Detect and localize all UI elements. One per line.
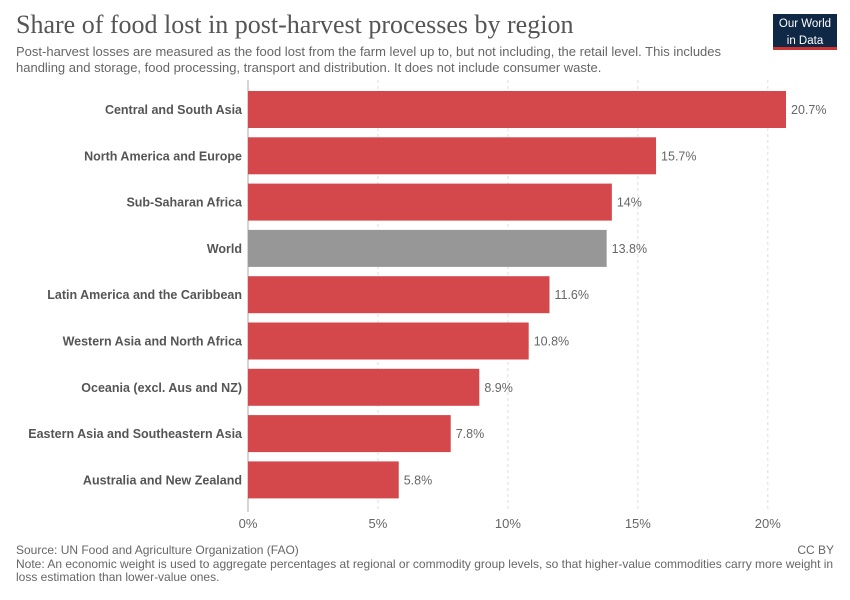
chart-subtitle: Post-harvest losses are measured as the … — [16, 44, 722, 75]
category-label: Eastern Asia and Southeastern Asia — [28, 427, 243, 441]
category-label: North America and Europe — [84, 149, 242, 163]
bar — [248, 137, 657, 175]
x-tick-label: 20% — [755, 516, 781, 531]
value-label: 10.8% — [534, 335, 569, 349]
owid-logo[interactable]: Our World in Data — [773, 14, 837, 50]
value-label: 11.6% — [554, 288, 589, 302]
chart-title: Share of food lost in post-harvest proce… — [16, 10, 574, 39]
bar — [248, 461, 399, 499]
bar — [248, 183, 612, 221]
bar — [248, 322, 529, 360]
x-tick-label: 0% — [239, 516, 258, 531]
category-label: World — [207, 242, 242, 256]
category-label: Sub-Saharan Africa — [126, 196, 243, 210]
x-tick-label: 10% — [495, 516, 521, 531]
category-label: Oceania (excl. Aus and NZ) — [81, 381, 242, 395]
bar — [248, 368, 480, 406]
bar — [248, 229, 607, 267]
value-label: 14% — [617, 196, 642, 210]
license-link[interactable]: CC BY — [797, 543, 834, 557]
value-label: 8.9% — [484, 381, 512, 395]
x-tick-label: 15% — [625, 516, 651, 531]
logo-line-2: in Data — [786, 35, 824, 47]
category-label: Australia and New Zealand — [83, 473, 242, 487]
bar — [248, 91, 786, 128]
category-label: Western Asia and North Africa — [63, 335, 243, 349]
bar — [248, 276, 550, 314]
x-tick-label: 5% — [369, 516, 388, 531]
value-label: 15.7% — [661, 149, 696, 163]
value-label: 7.8% — [456, 427, 485, 441]
value-label: 13.8% — [612, 242, 647, 256]
source-text: Source: UN Food and Agriculture Organiza… — [16, 543, 299, 557]
category-label: Latin America and the Caribbean — [47, 288, 242, 302]
note-text: Note: An economic weight is used to aggr… — [16, 557, 834, 584]
value-label: 20.7% — [791, 103, 826, 117]
bar-chart: 0% 5% 10% 15% 20% Central and South Asia 20.7%… — [28, 80, 826, 531]
value-label: 5.8% — [404, 473, 433, 487]
logo-line-1: Our World — [778, 18, 832, 30]
category-label: Central and South Asia — [105, 103, 243, 117]
bar — [248, 415, 451, 453]
